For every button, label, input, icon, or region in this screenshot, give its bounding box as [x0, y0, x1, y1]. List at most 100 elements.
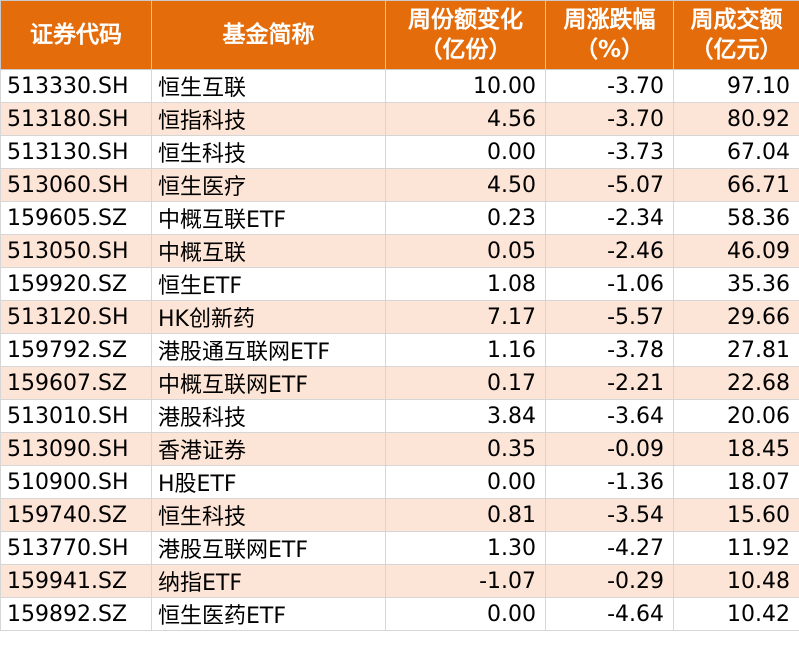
cell-fund-name: 港股科技 — [151, 399, 386, 433]
header-line: 证券代码 — [30, 22, 122, 48]
cell-share-change: -1.07 — [385, 564, 546, 598]
cell-fund-name: H股ETF — [151, 465, 386, 499]
header-line: 基金简称 — [222, 22, 315, 48]
cell-share-change: 0.81 — [385, 498, 546, 532]
cell-share-change: 4.50 — [385, 168, 546, 202]
cell-turnover: 80.92 — [673, 102, 799, 136]
cell-fund-name: 恒生ETF — [151, 267, 386, 301]
header-unit: （亿元） — [690, 37, 783, 63]
table-row: 513130.SH 恒生科技 0.00 -3.73 67.04 — [0, 135, 799, 169]
cell-fund-name: 中概互联网ETF — [151, 366, 386, 400]
cell-pct-change: -2.46 — [545, 234, 674, 268]
etf-weekly-table: 证券代码 基金简称 周份额变化 （亿份） 周涨跌幅 （%） 周成交额 （亿元） … — [0, 0, 799, 631]
cell-share-change: 0.00 — [385, 135, 546, 169]
cell-turnover: 27.81 — [673, 333, 799, 367]
cell-turnover: 10.48 — [673, 564, 799, 598]
cell-pct-change: -1.06 — [545, 267, 674, 301]
cell-pct-change: -2.34 — [545, 201, 674, 235]
cell-share-change: 10.00 — [385, 69, 546, 103]
header-share-change: 周份额变化 （亿份） — [385, 0, 546, 70]
cell-turnover: 15.60 — [673, 498, 799, 532]
table-row: 159607.SZ 中概互联网ETF 0.17 -2.21 22.68 — [0, 366, 799, 400]
header-fund-name: 基金简称 — [151, 0, 386, 70]
cell-fund-name: 港股互联网ETF — [151, 531, 386, 565]
cell-fund-name: 恒生医疗 — [151, 168, 386, 202]
cell-fund-name: 香港证券 — [151, 432, 386, 466]
cell-turnover: 58.36 — [673, 201, 799, 235]
cell-fund-name: 纳指ETF — [151, 564, 386, 598]
cell-pct-change: -3.78 — [545, 333, 674, 367]
cell-share-change: 0.17 — [385, 366, 546, 400]
cell-share-change: 0.35 — [385, 432, 546, 466]
cell-fund-name: HK创新药 — [151, 300, 386, 334]
cell-turnover: 11.92 — [673, 531, 799, 565]
table-row: 510900.SH H股ETF 0.00 -1.36 18.07 — [0, 465, 799, 499]
cell-security-code: 513770.SH — [0, 531, 152, 565]
cell-turnover: 20.06 — [673, 399, 799, 433]
cell-fund-name: 恒生科技 — [151, 135, 386, 169]
table-row: 159920.SZ 恒生ETF 1.08 -1.06 35.36 — [0, 267, 799, 301]
cell-pct-change: -3.70 — [545, 102, 674, 136]
header-unit: （%） — [574, 37, 645, 63]
cell-pct-change: -1.36 — [545, 465, 674, 499]
cell-fund-name: 中概互联ETF — [151, 201, 386, 235]
cell-share-change: 1.08 — [385, 267, 546, 301]
cell-fund-name: 恒生互联 — [151, 69, 386, 103]
header-turnover: 周成交额 （亿元） — [673, 0, 799, 70]
cell-turnover: 66.71 — [673, 168, 799, 202]
cell-fund-name: 恒生医药ETF — [151, 597, 386, 631]
table-row: 513090.SH 香港证券 0.35 -0.09 18.45 — [0, 432, 799, 466]
cell-security-code: 159605.SZ — [0, 201, 152, 235]
cell-fund-name: 恒生科技 — [151, 498, 386, 532]
cell-security-code: 513010.SH — [0, 399, 152, 433]
cell-turnover: 29.66 — [673, 300, 799, 334]
cell-security-code: 513330.SH — [0, 69, 152, 103]
cell-turnover: 18.45 — [673, 432, 799, 466]
cell-pct-change: -0.29 — [545, 564, 674, 598]
cell-security-code: 159792.SZ — [0, 333, 152, 367]
table-row: 513180.SH 恒指科技 4.56 -3.70 80.92 — [0, 102, 799, 136]
cell-security-code: 513060.SH — [0, 168, 152, 202]
cell-share-change: 0.00 — [385, 597, 546, 631]
table-row: 159941.SZ 纳指ETF -1.07 -0.29 10.48 — [0, 564, 799, 598]
cell-pct-change: -3.54 — [545, 498, 674, 532]
cell-share-change: 3.84 — [385, 399, 546, 433]
cell-pct-change: -3.70 — [545, 69, 674, 103]
table-row: 513120.SH HK创新药 7.17 -5.57 29.66 — [0, 300, 799, 334]
cell-share-change: 0.00 — [385, 465, 546, 499]
cell-pct-change: -3.73 — [545, 135, 674, 169]
cell-turnover: 22.68 — [673, 366, 799, 400]
cell-fund-name: 中概互联 — [151, 234, 386, 268]
cell-turnover: 67.04 — [673, 135, 799, 169]
cell-security-code: 510900.SH — [0, 465, 152, 499]
cell-security-code: 159607.SZ — [0, 366, 152, 400]
header-line: 周涨跌幅 — [563, 7, 656, 33]
table-row: 513010.SH 港股科技 3.84 -3.64 20.06 — [0, 399, 799, 433]
cell-turnover: 46.09 — [673, 234, 799, 268]
cell-pct-change: -4.27 — [545, 531, 674, 565]
table-row: 513060.SH 恒生医疗 4.50 -5.07 66.71 — [0, 168, 799, 202]
cell-pct-change: -4.64 — [545, 597, 674, 631]
table-row: 159605.SZ 中概互联ETF 0.23 -2.34 58.36 — [0, 201, 799, 235]
cell-share-change: 0.23 — [385, 201, 546, 235]
cell-security-code: 513180.SH — [0, 102, 152, 136]
header-line: 周份额变化 — [408, 7, 523, 33]
table-row: 159892.SZ 恒生医药ETF 0.00 -4.64 10.42 — [0, 597, 799, 631]
table-row: 513330.SH 恒生互联 10.00 -3.70 97.10 — [0, 69, 799, 103]
cell-share-change: 0.05 — [385, 234, 546, 268]
header-line: 周成交额 — [690, 7, 783, 33]
cell-security-code: 513090.SH — [0, 432, 152, 466]
cell-turnover: 35.36 — [673, 267, 799, 301]
header-row: 证券代码 基金简称 周份额变化 （亿份） 周涨跌幅 （%） 周成交额 （亿元） — [0, 0, 799, 70]
cell-security-code: 513130.SH — [0, 135, 152, 169]
cell-security-code: 513120.SH — [0, 300, 152, 334]
cell-pct-change: -5.07 — [545, 168, 674, 202]
cell-share-change: 1.16 — [385, 333, 546, 367]
cell-security-code: 513050.SH — [0, 234, 152, 268]
cell-security-code: 159740.SZ — [0, 498, 152, 532]
cell-security-code: 159892.SZ — [0, 597, 152, 631]
cell-fund-name: 港股通互联网ETF — [151, 333, 386, 367]
cell-share-change: 4.56 — [385, 102, 546, 136]
header-unit: （亿份） — [419, 37, 512, 63]
cell-share-change: 7.17 — [385, 300, 546, 334]
